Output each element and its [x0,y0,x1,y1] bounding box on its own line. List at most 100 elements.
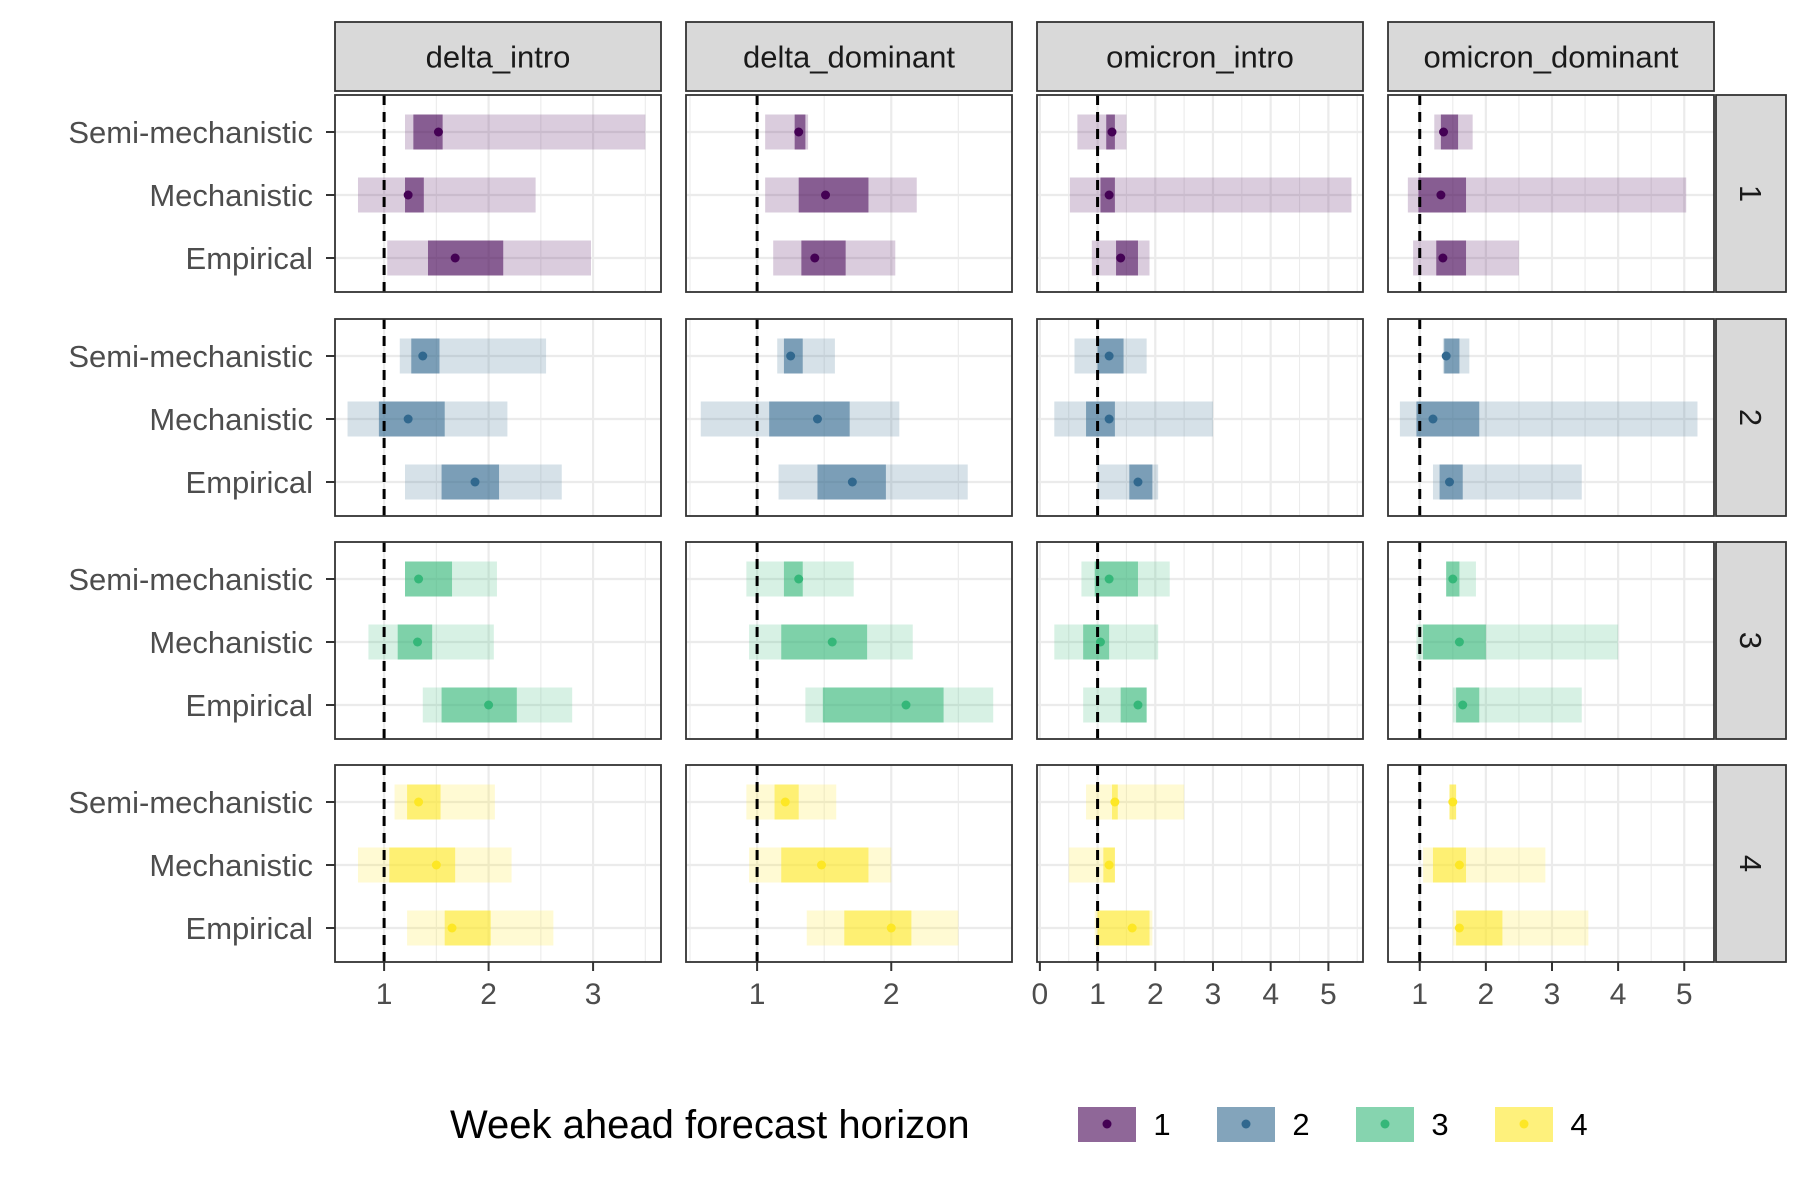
xtick-label: 1 [1411,978,1428,1011]
ytick-label-empirical: Empirical [186,241,313,276]
outer-interval-band [1069,177,1352,213]
legend-label: 4 [1570,1107,1587,1142]
inner-interval-band [441,687,517,723]
panel-omicron-intro-4 [1036,764,1364,963]
interval-semi-mechanistic [1074,338,1147,374]
interval-mechanistic [357,847,512,883]
median-point [827,637,837,647]
median-point [1436,190,1446,200]
xtick-label: 1 [376,978,393,1011]
median-point [1104,574,1114,584]
inner-interval-band [1440,114,1459,150]
interval-empirical [1091,240,1150,276]
column-strip-label: omicron_dominant [1423,40,1678,75]
interval-semi-mechanistic [1441,338,1470,374]
panel-delta-dominant-3 [685,541,1013,740]
interval-empirical [407,910,554,946]
column-strip-omicron-intro [1036,21,1364,92]
panel-border [1036,318,1364,517]
panel-omicron-intro-1 [1036,94,1364,293]
median-point [794,574,804,584]
median-point [1116,253,1126,263]
xtick-label: 2 [883,978,900,1011]
interval-mechanistic [347,401,508,437]
median-point [1454,637,1464,647]
legend-key-point [1380,1119,1390,1129]
interval-mechanistic [749,624,913,660]
xtick-label: 2 [1147,978,1164,1011]
median-point [413,637,423,647]
column-strip-delta-dominant [685,21,1013,92]
interval-mechanistic [368,624,494,660]
panel-background [1037,95,1363,292]
median-point [414,797,424,807]
panel-border [685,318,1013,517]
median-point [431,860,441,870]
legend-key-point [1241,1119,1251,1129]
median-point [1448,574,1458,584]
panel-border [1036,764,1364,963]
interval-semi-mechanistic [746,784,837,820]
median-point [450,253,460,263]
ytick-label-empirical: Empirical [186,465,313,500]
xtick-label: 2 [480,978,497,1011]
panel-omicron-dominant-3 [1387,541,1715,740]
legend-key-point [1102,1119,1112,1129]
median-point [780,797,790,807]
median-point [794,127,804,137]
panel-border [334,318,662,517]
interval-semi-mechanistic [1077,114,1127,150]
median-point [1104,860,1114,870]
interval-empirical [773,240,896,276]
column-strip-label: omicron_intro [1106,40,1294,75]
panel-delta-intro-3 [334,541,662,740]
interval-empirical [1432,464,1582,500]
panel-omicron-dominant-2 [1387,318,1715,517]
interval-mechanistic [1054,401,1213,437]
xtick-label: 4 [1610,978,1627,1011]
median-point [433,127,443,137]
outer-interval-band [1077,114,1127,150]
interval-empirical [1413,240,1519,276]
median-point [470,477,480,487]
interval-empirical [422,687,573,723]
xtick-label: 1 [1089,978,1106,1011]
panel-delta-dominant-4 [685,764,1013,963]
ytick-label-semi-mechanistic: Semi-mechanistic [68,785,313,820]
outer-interval-band [357,177,536,213]
median-point [821,190,831,200]
median-point [484,700,494,710]
interval-mechanistic [700,401,900,437]
inner-interval-band [405,177,424,213]
panel-omicron-dominant-4 [1387,764,1715,963]
inner-interval-band [1097,910,1150,946]
panel-border [1387,541,1715,740]
column-strip-label: delta_dominant [743,40,955,75]
interval-semi-mechanistic [1434,114,1473,150]
ytick-label-empirical: Empirical [186,911,313,946]
panel-border [334,764,662,963]
panel-background [1037,765,1363,962]
interval-empirical [387,240,591,276]
inner-interval-band [405,561,453,597]
interval-empirical [405,464,562,500]
interval-semi-mechanistic [1446,561,1476,597]
median-point [1104,414,1114,424]
median-point [414,574,424,584]
row-strip-2 [1715,318,1787,517]
panel-border [685,541,1013,740]
interval-empirical [1094,910,1153,946]
row-strip-1 [1715,94,1787,293]
median-point [1107,127,1117,137]
interval-empirical [778,464,968,500]
xtick-label: 4 [1262,978,1279,1011]
xtick-label: 1 [749,978,766,1011]
row-strip-label: 3 [1733,632,1768,649]
interval-empirical [805,687,994,723]
ytick-label-semi-mechanistic: Semi-mechanistic [68,339,313,374]
column-strip-label: delta_intro [426,40,571,75]
median-point [447,923,457,933]
panel-border [1036,541,1364,740]
interval-empirical [806,910,959,946]
median-point [1104,351,1114,361]
